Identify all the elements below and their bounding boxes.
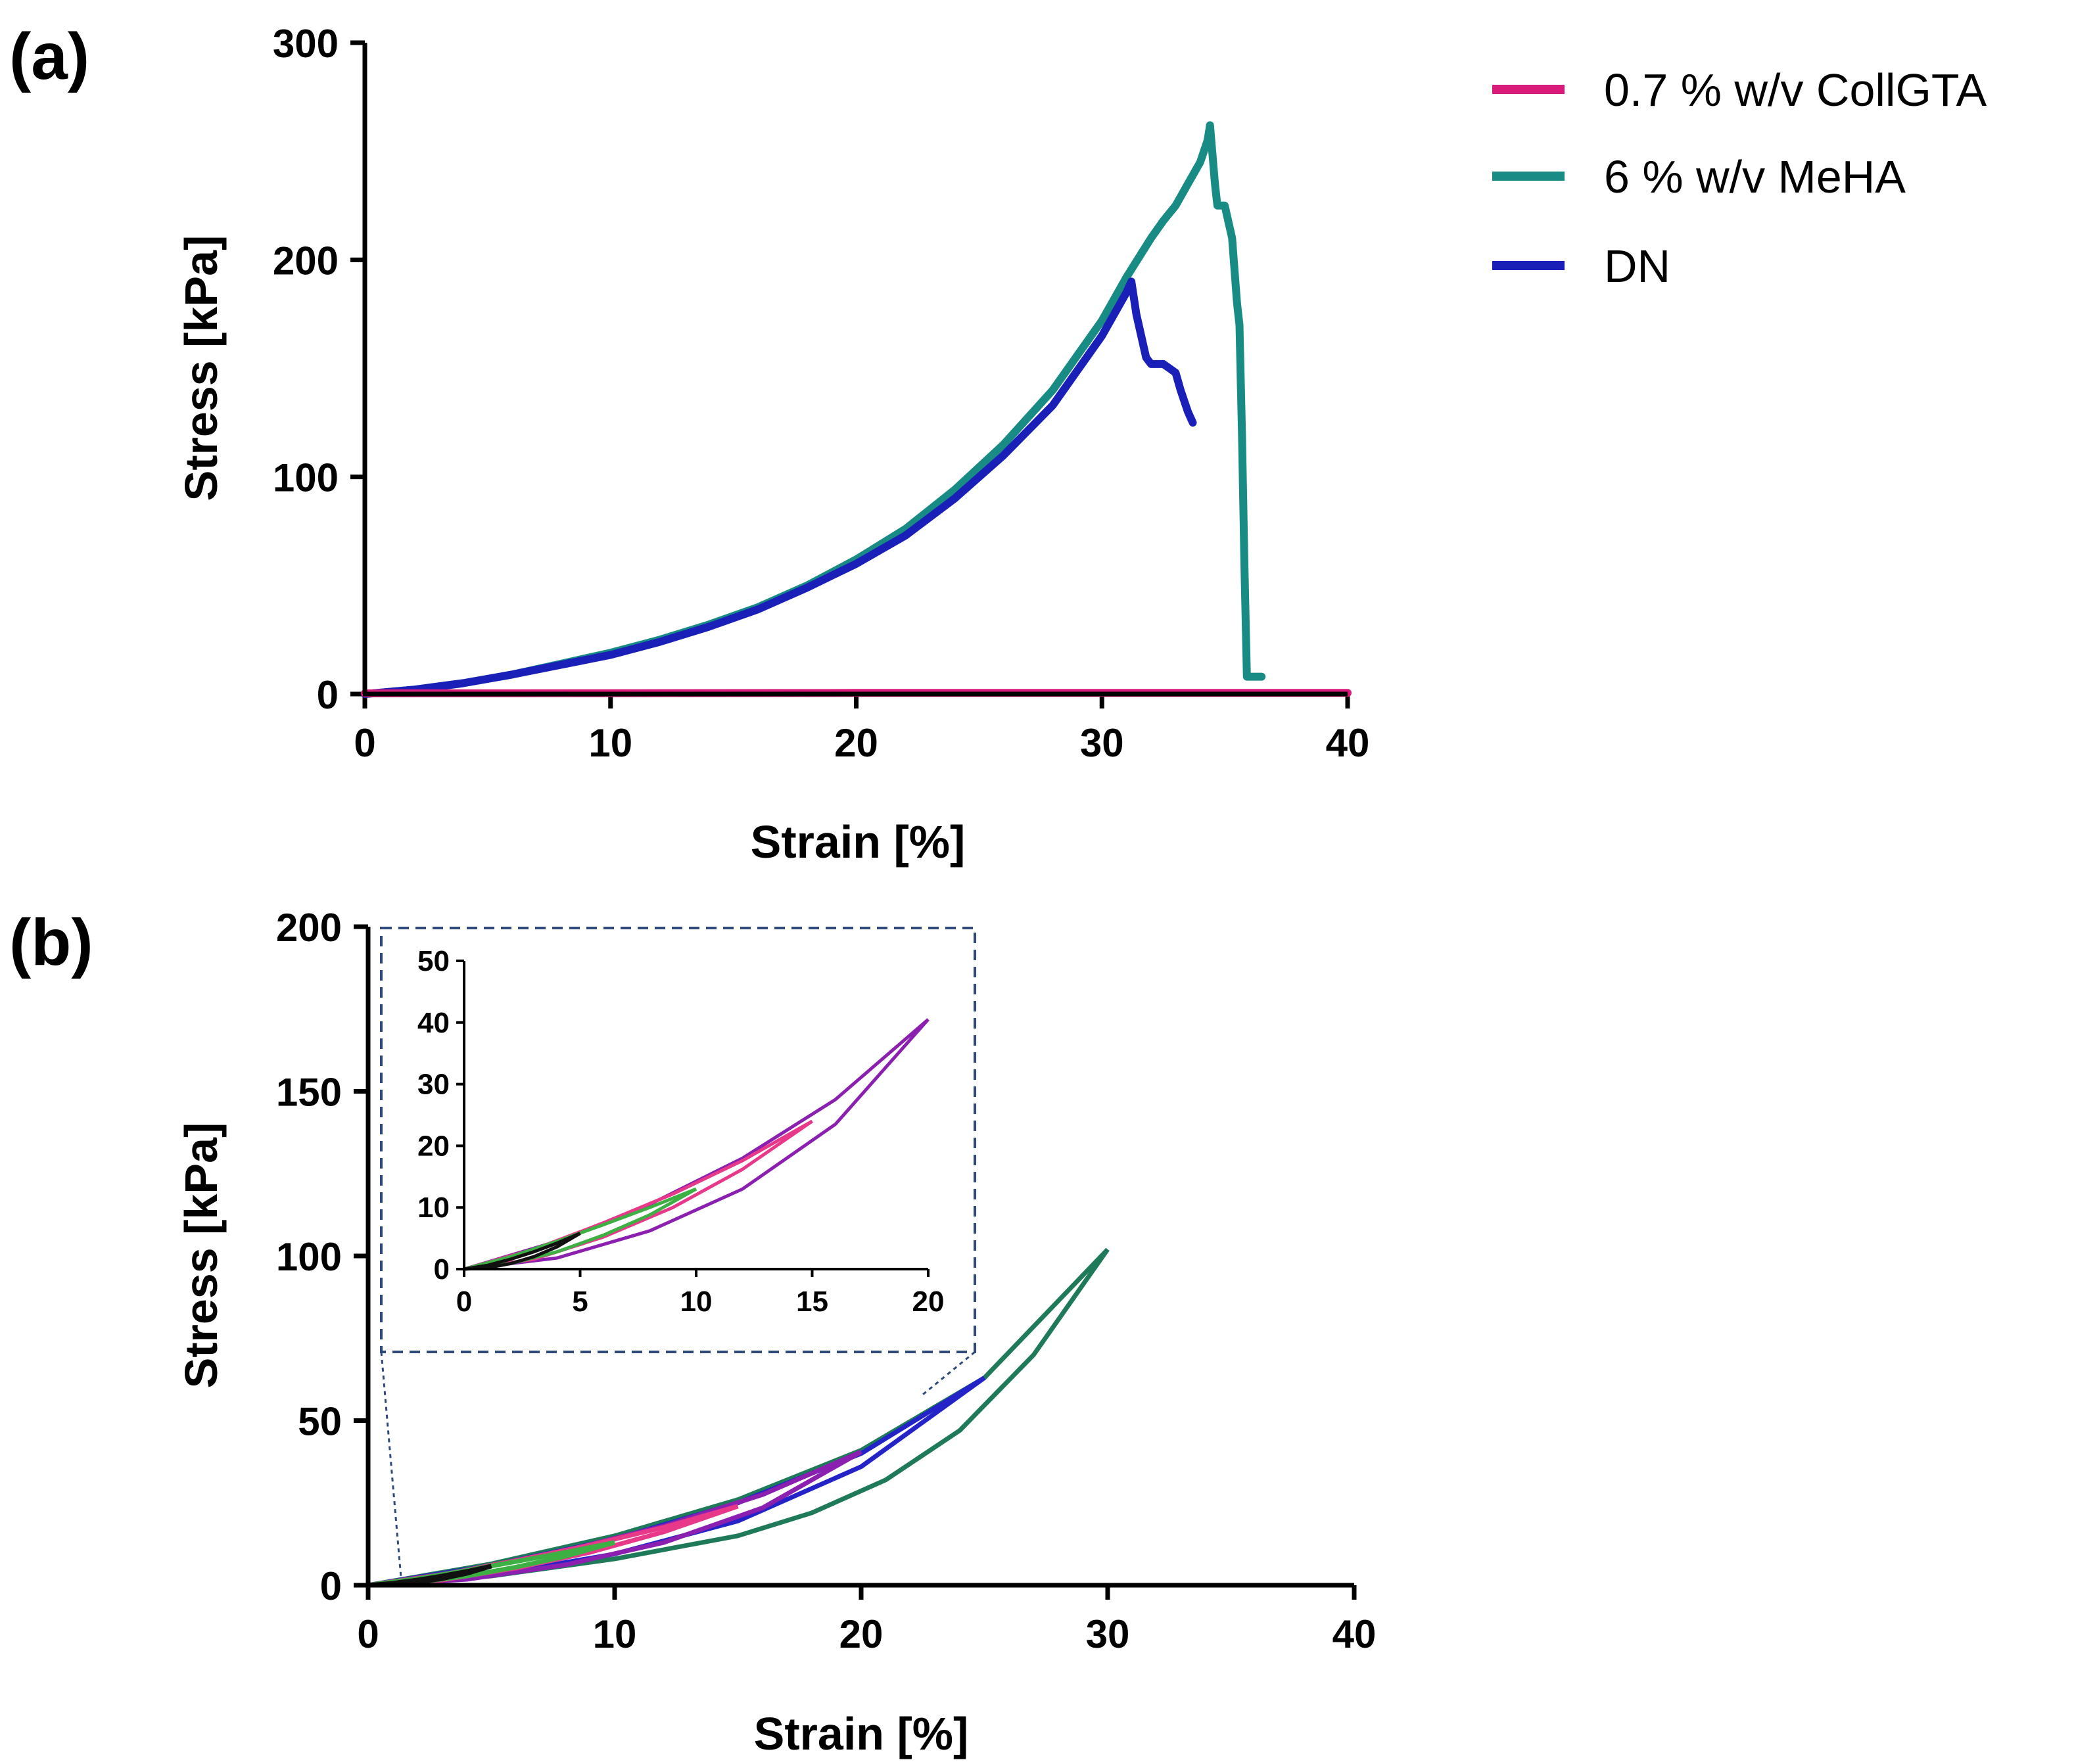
inset-unloading-line-2 xyxy=(463,1119,813,1271)
panel-b-y-axis-title: Stress [kPa] xyxy=(176,1123,227,1389)
inset-y-tick-label-0: 0 xyxy=(434,1253,450,1286)
panel-a-x-tick-label-2: 20 xyxy=(834,721,878,765)
legend-item-meha: 6 % w/v MeHA xyxy=(1492,151,1906,202)
inset-series xyxy=(463,1018,930,1271)
panel-b-x-tick-label-4: 40 xyxy=(1332,1612,1377,1656)
inset-loading-line-0 xyxy=(463,1232,581,1271)
panel-b-x-tick-label-3: 30 xyxy=(1086,1612,1130,1656)
inset-x-tick-label-1: 5 xyxy=(572,1286,588,1318)
panel-a-label: (a) xyxy=(9,20,89,93)
inset-connector-right xyxy=(920,1351,976,1398)
panel-a-y-tick-label-0: 0 xyxy=(317,673,339,717)
panel-b-y-tick-label-1: 50 xyxy=(298,1400,342,1444)
inset-y-tick-label-4: 40 xyxy=(417,1007,450,1039)
panel-a-y-tick-label-2: 200 xyxy=(273,239,339,283)
panel-a-series-line-2 xyxy=(361,277,1197,698)
panel-b-unloading-line-5 xyxy=(367,1247,1110,1588)
panel-a-chart: (a) 0 10 20 30 40 0 100 200 300 Strain [%] Stres… xyxy=(9,20,1987,868)
panel-b-x-tick-label-1: 10 xyxy=(593,1612,637,1656)
inset-y-tick-label-1: 10 xyxy=(417,1192,450,1224)
panel-a-series-line-1 xyxy=(361,121,1266,698)
panel-b-y-tick-label-4: 200 xyxy=(276,906,342,950)
legend-item-collgta: 0.7 % w/v CollGTA xyxy=(1492,64,1987,116)
legend: 0.7 % w/v CollGTA 6 % w/v MeHA DN xyxy=(1492,64,1987,292)
panel-a-ticks: 0 10 20 30 40 0 100 200 300 xyxy=(273,22,1369,765)
panel-a-x-tick-label-3: 30 xyxy=(1080,721,1124,765)
panel-b-y-tick-label-2: 100 xyxy=(276,1235,342,1279)
inset-frame xyxy=(380,927,976,1353)
inset-unloading-line-3 xyxy=(463,1018,930,1271)
inset-connector-left xyxy=(380,1351,402,1578)
panel-a-y-axis-title: Stress [kPa] xyxy=(176,235,227,501)
inset-y-tick-label-3: 30 xyxy=(417,1069,450,1101)
inset-loading-line-3 xyxy=(463,1018,930,1271)
panel-b-unloading-line-4 xyxy=(367,1376,986,1588)
panel-b-loading-line-4 xyxy=(367,1376,986,1588)
panel-a-x-tick-label-0: 0 xyxy=(354,721,375,765)
panel-a-y-tick-label-3: 300 xyxy=(273,22,339,66)
inset-x-tick-label-0: 0 xyxy=(456,1286,472,1318)
panel-b-y-tick-label-0: 0 xyxy=(320,1564,342,1608)
inset-x-tick-label-2: 10 xyxy=(680,1286,713,1318)
legend-item-dn: DN xyxy=(1492,241,1670,292)
legend-label-meha: 6 % w/v MeHA xyxy=(1604,151,1906,202)
inset-chart: 0 5 10 15 20 0 10 20 30 40 50 xyxy=(417,945,944,1318)
panel-a-x-axis-title: Strain [%] xyxy=(751,816,966,868)
inset-x-tick-label-3: 15 xyxy=(796,1286,828,1318)
panel-a-series xyxy=(361,121,1352,698)
legend-label-collgta: 0.7 % w/v CollGTA xyxy=(1604,64,1987,116)
panel-a-x-tick-label-4: 40 xyxy=(1326,721,1370,765)
inset-loading-line-2 xyxy=(463,1119,813,1271)
inset-y-tick-label-5: 50 xyxy=(417,945,450,977)
legend-label-dn: DN xyxy=(1604,241,1670,292)
panel-b-x-axis-title: Strain [%] xyxy=(754,1708,969,1759)
panel-b-y-tick-label-3: 150 xyxy=(276,1071,342,1115)
panel-b-x-tick-label-0: 0 xyxy=(357,1612,379,1656)
inset-loading-line-1 xyxy=(463,1187,697,1271)
panel-b-label: (b) xyxy=(9,906,93,979)
panel-a-y-tick-label-1: 100 xyxy=(273,456,339,500)
panel-b-series xyxy=(367,1247,1110,1588)
panel-a-x-tick-label-1: 10 xyxy=(588,721,632,765)
panel-b-x-tick-label-2: 20 xyxy=(839,1612,884,1656)
inset-y-tick-label-2: 20 xyxy=(417,1130,450,1162)
inset-x-tick-label-4: 20 xyxy=(912,1286,945,1318)
